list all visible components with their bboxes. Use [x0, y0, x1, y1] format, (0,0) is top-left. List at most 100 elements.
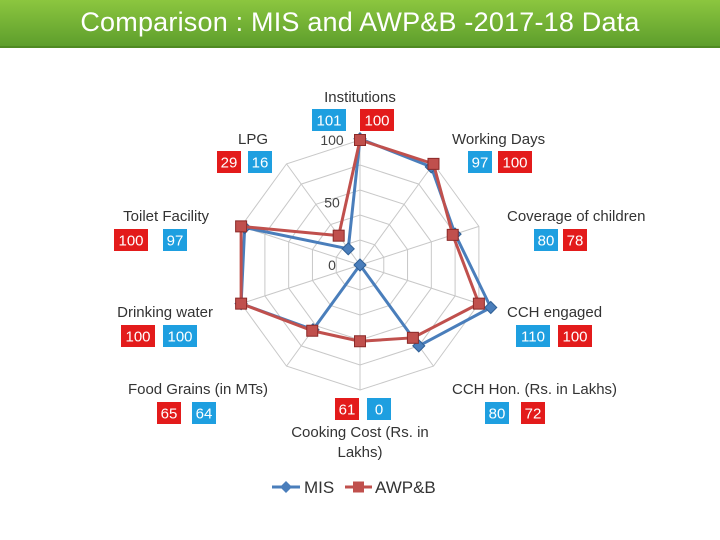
legend-label-awpb: AWP&B [375, 478, 436, 497]
value-badge-mis: 97 [468, 151, 492, 173]
badge-box [534, 229, 558, 251]
badge-box [248, 151, 272, 173]
value-badge-mis: 64 [192, 402, 216, 424]
legend-label-mis: MIS [304, 478, 334, 497]
category-label-line: Drinking water [117, 304, 213, 321]
grid-spoke [240, 225, 361, 266]
value-badge-mis: 110 [516, 325, 550, 347]
tick-label: 100 [320, 132, 344, 148]
legend-marker-awpb [353, 481, 364, 493]
badge-box [192, 402, 216, 424]
badge-box [558, 325, 592, 347]
badge-box [360, 109, 394, 131]
data-label-mis: 64 [196, 406, 213, 423]
category-label: CCH Hon. (Rs. in Lakhs) [452, 381, 617, 398]
badge-box [163, 325, 197, 347]
value-badge-awpb: 65 [157, 402, 181, 424]
data-label-mis: 110 [521, 329, 545, 346]
badge-box [563, 229, 587, 251]
value-badge-awpb: 100 [121, 325, 155, 347]
data-point-awpb [306, 324, 319, 337]
badge-box [217, 151, 241, 173]
data-label-awpb: 65 [161, 406, 178, 423]
value-badge-awpb: 100 [360, 109, 394, 131]
badge-box [521, 402, 545, 424]
grid-spoke [359, 264, 480, 305]
value-badge-awpb: 100 [558, 325, 592, 347]
category-label-line: Toilet Facility [123, 208, 209, 225]
series-awpb [235, 134, 485, 348]
page-title: Comparison : MIS and AWP&B -2017-18 Data [80, 7, 640, 37]
data-point-awpb [235, 297, 248, 310]
category-label-line: Institutions [324, 89, 396, 106]
tick-label: 50 [324, 195, 340, 211]
category-label-line: LPG [238, 131, 268, 148]
data-point-awpb [406, 331, 419, 344]
data-label-awpb: 100 [125, 329, 150, 346]
data-label-mis: 0 [375, 402, 383, 419]
category-label-line: CCH Hon. (Rs. in Lakhs) [452, 381, 617, 398]
badge-box [516, 325, 550, 347]
value-badge-mis: 97 [163, 229, 187, 251]
value-badge-mis: 16 [248, 151, 272, 173]
badge-box [121, 325, 155, 347]
badge-box [367, 398, 391, 420]
data-label-awpb: 100 [562, 329, 587, 346]
badge-box [335, 398, 359, 420]
data-label-mis: 97 [472, 155, 489, 172]
category-label: Coverage of children [507, 208, 645, 225]
badge-box [468, 151, 492, 173]
tick-label: 0 [328, 257, 336, 273]
data-point-mis [353, 258, 367, 272]
category-label-line: Coverage of children [507, 208, 645, 225]
category-label: CCH engaged [507, 304, 602, 321]
data-label-awpb: 61 [339, 402, 356, 419]
category-label-line: Food Grains (in MTs) [128, 381, 268, 398]
value-badge-awpb: 78 [563, 229, 587, 251]
legend-marker-mis [280, 481, 292, 493]
category-label: Toilet Facility [123, 208, 209, 225]
category-label-line: CCH engaged [507, 304, 602, 321]
data-point-awpb [446, 228, 459, 241]
data-point-awpb [332, 229, 345, 242]
data-label-mis: 16 [252, 155, 269, 172]
grid-spoke [359, 163, 434, 266]
value-badge-mis: 101 [312, 109, 346, 131]
category-label: Cooking Cost (Rs. in Lakhs) [291, 424, 429, 461]
data-label-mis: 100 [167, 329, 192, 346]
category-label: Institutions [324, 89, 396, 106]
category-label: Working Days [452, 131, 545, 148]
value-badge-awpb: 72 [521, 402, 545, 424]
badge-box [498, 151, 532, 173]
badge-box [157, 402, 181, 424]
legend: MIS AWP&B [272, 478, 436, 497]
data-label-mis: 80 [489, 406, 506, 423]
value-badge-mis: 100 [163, 325, 197, 347]
value-badge-mis: 0 [367, 398, 391, 420]
data-point-mis [341, 242, 355, 256]
data-label-awpb: 29 [221, 155, 238, 172]
badge-box [163, 229, 187, 251]
data-label-awpb: 78 [567, 233, 584, 250]
data-point-awpb [354, 335, 366, 348]
data-point-awpb [235, 220, 248, 233]
value-badge-awpb: 61 [335, 398, 359, 420]
category-label: Drinking water [117, 304, 213, 321]
value-badge-awpb: 100 [498, 151, 532, 173]
category-label-line: Lakhs) [337, 444, 382, 461]
grid-spoke [240, 264, 361, 305]
badge-box [114, 229, 148, 251]
data-point-awpb [472, 297, 485, 310]
data-label-awpb: 100 [364, 113, 389, 130]
data-point-mis [484, 300, 498, 315]
category-label: Food Grains (in MTs) [128, 381, 268, 398]
value-badge-mis: 80 [485, 402, 509, 424]
data-label-mis: 101 [316, 113, 341, 130]
data-point-awpb [354, 134, 366, 146]
title-bar: Comparison : MIS and AWP&B -2017-18 Data [0, 0, 720, 48]
badge-box [485, 402, 509, 424]
category-label-line: Cooking Cost (Rs. in [291, 424, 429, 441]
data-label-awpb: 100 [502, 155, 527, 172]
data-label-mis: 97 [167, 233, 184, 250]
